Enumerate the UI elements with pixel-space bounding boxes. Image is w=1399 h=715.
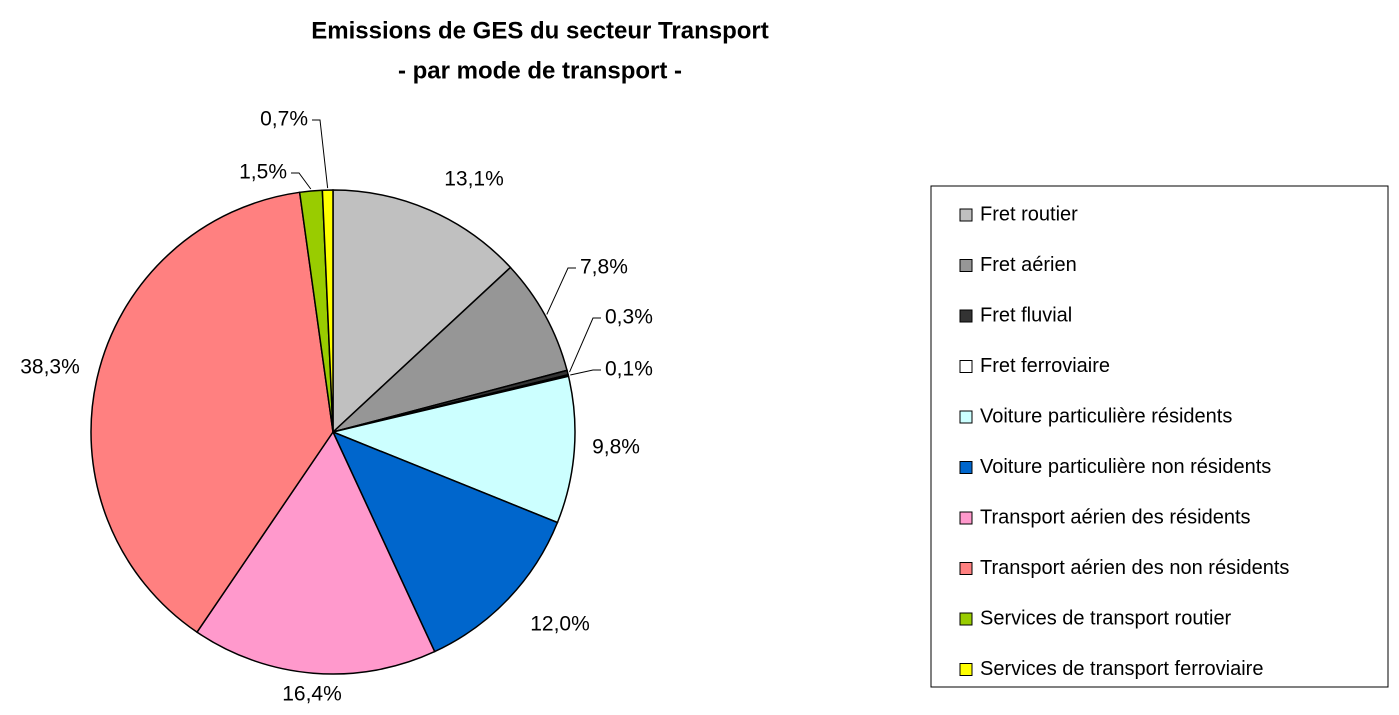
chart-subtitle: - par mode de transport -: [398, 57, 682, 84]
pie-slice: [90, 191, 334, 634]
pie-slice: [332, 189, 512, 434]
legend-swatch: [959, 259, 973, 272]
leader-line: [570, 369, 601, 376]
legend-swatch: [959, 208, 973, 222]
legend-label: Fret routier: [980, 203, 1078, 225]
legend-swatch: [959, 562, 973, 575]
leader-line: [546, 267, 576, 315]
chart-title: Emissions de GES du secteur Transport: [311, 17, 768, 44]
leader-line: [569, 317, 601, 373]
legend-swatch: [959, 410, 973, 424]
legend-label: Fret aérien: [980, 254, 1077, 276]
legend-label: Fret fluvial: [980, 304, 1072, 326]
legend-swatch: [959, 612, 973, 626]
data-label: 7,8%: [580, 256, 628, 279]
legend-label: Transport aérien des résidents: [980, 506, 1251, 528]
data-label: 13,1%: [444, 168, 504, 191]
pie-slice: [321, 189, 334, 433]
legend-swatch: [959, 461, 973, 474]
legend-label: Fret ferroviaire: [980, 355, 1110, 377]
data-label: 0,1%: [605, 358, 653, 381]
legend-box: [930, 185, 1389, 688]
legend-label: Voiture particulière non résidents: [980, 456, 1271, 478]
data-label: 0,7%: [260, 108, 308, 131]
legend-swatch: [959, 663, 973, 676]
pie-slice: [195, 430, 436, 675]
legend-label: Transport aérien des non résidents: [980, 557, 1289, 579]
legend-label: Services de transport ferroviaire: [980, 658, 1263, 680]
legend-swatch: [959, 309, 973, 323]
legend-label: Services de transport routier: [980, 607, 1232, 629]
data-label: 9,8%: [592, 436, 640, 459]
leader-line: [312, 119, 329, 189]
leader-line: [291, 172, 312, 190]
data-label: 1,5%: [239, 161, 287, 184]
data-label: 0,3%: [605, 306, 653, 329]
pie-slice: [332, 266, 568, 433]
pie-slice: [331, 430, 559, 653]
data-label: 38,3%: [20, 356, 80, 379]
data-label: 12,0%: [530, 613, 590, 636]
legend-swatch: [959, 360, 973, 373]
legend-label: Voiture particulière résidents: [980, 405, 1232, 427]
pie-slice: [330, 375, 576, 524]
legend-swatch: [959, 511, 973, 525]
data-label: 16,4%: [282, 683, 342, 706]
